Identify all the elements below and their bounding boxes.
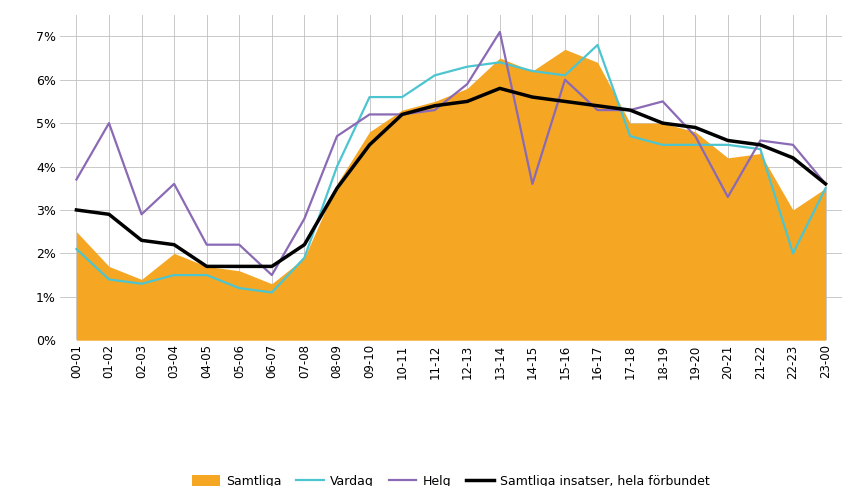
Legend: Samtliga, Vardag, Helg, Samtliga insatser, hela förbundet: Samtliga, Vardag, Helg, Samtliga insatse… xyxy=(187,470,715,486)
